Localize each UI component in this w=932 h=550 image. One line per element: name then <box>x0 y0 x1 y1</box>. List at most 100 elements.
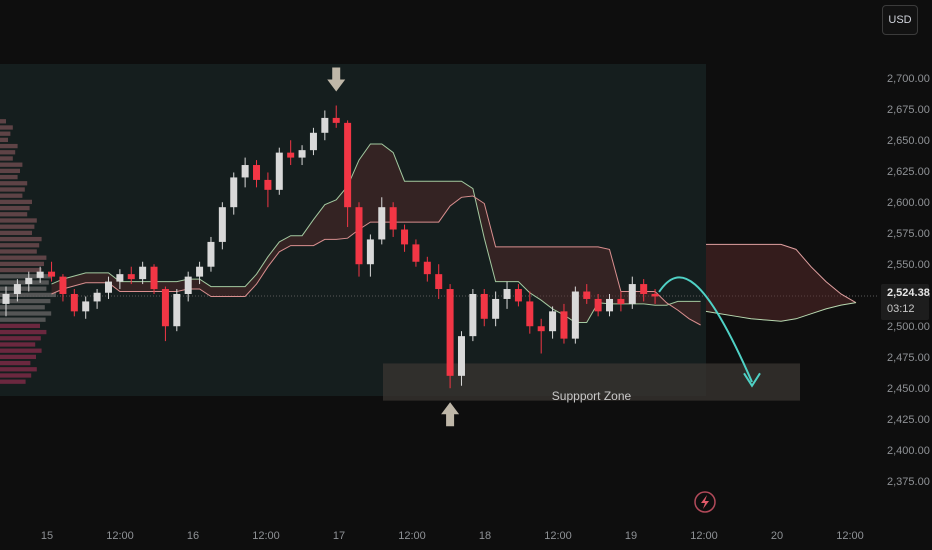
arrow-up-marker-icon <box>441 402 460 427</box>
volume-profile-bar <box>0 280 49 285</box>
volume-profile-bar <box>0 243 40 248</box>
y-tick-label: 2,550.00 <box>887 259 930 271</box>
x-tick-label: 19 <box>625 530 637 542</box>
candle-body <box>184 276 192 294</box>
x-tick-label: 15 <box>41 530 53 542</box>
volume-profile-bar <box>0 150 16 155</box>
candle-body <box>36 271 44 278</box>
volume-profile-bar <box>0 348 42 353</box>
volume-profile-bar <box>0 218 37 223</box>
candle-body <box>116 274 124 282</box>
volume-profile-bar <box>0 119 6 124</box>
volume-profile-bar <box>0 205 30 211</box>
lightning-bolt <box>701 495 709 509</box>
y-tick-label: 2,700.00 <box>887 73 930 85</box>
candle-body <box>2 293 10 304</box>
volume-profile-bar <box>0 267 42 273</box>
future-cloud-lower-line <box>705 302 857 322</box>
candle-body <box>412 244 420 262</box>
candle-body <box>355 207 363 265</box>
y-tick-label: 2,400.00 <box>887 445 930 457</box>
volume-profile-bar <box>0 174 18 180</box>
volume-profile-bar <box>0 125 13 130</box>
candle-body <box>423 261 431 275</box>
candle-body <box>537 326 545 332</box>
candle-body <box>571 291 579 339</box>
currency-button[interactable]: USD <box>882 5 918 35</box>
current-price-label: 2,524.38 <box>887 287 930 299</box>
candle-body <box>82 301 90 312</box>
y-tick-label: 2,625.00 <box>887 166 930 178</box>
volume-profile-bar <box>0 323 40 329</box>
candle-body <box>401 229 409 245</box>
candle-body <box>127 274 135 280</box>
candle-body <box>264 179 272 190</box>
candle-body <box>549 311 557 332</box>
volume-profile-bar <box>0 379 26 384</box>
candle-body <box>446 289 454 376</box>
projection-arrow-icon <box>658 276 753 383</box>
volume-profile-bar <box>0 162 23 167</box>
volume-profile-bar <box>0 336 41 341</box>
volume-profile-bar <box>0 236 42 242</box>
y-tick-label: 2,450.00 <box>887 383 930 395</box>
candle-body <box>275 152 283 190</box>
cloud-span-b-line <box>51 195 701 326</box>
volume-profile-bar <box>0 156 13 161</box>
y-tick-label: 2,650.00 <box>887 135 930 147</box>
y-tick-label: 2,600.00 <box>887 197 930 209</box>
x-tick-label: 12:00 <box>398 530 426 542</box>
range-box <box>0 64 706 396</box>
candle-body <box>435 274 443 290</box>
candle-body <box>287 152 295 158</box>
candle-body <box>298 150 306 158</box>
candle-body <box>606 298 614 312</box>
candle-body <box>480 293 488 319</box>
candle-body <box>253 165 261 180</box>
volume-profile-bar <box>0 305 45 310</box>
candle-body <box>104 281 112 293</box>
candle-body <box>13 284 21 294</box>
volume-profile-bar <box>0 274 52 279</box>
y-tick-label: 2,675.00 <box>887 104 930 116</box>
candle-body <box>93 292 101 302</box>
candle-body <box>161 289 169 327</box>
y-tick-label: 2,500.00 <box>887 321 930 333</box>
candle-body <box>526 301 534 327</box>
x-tick-label: 12:00 <box>106 530 134 542</box>
volume-profile-bar <box>0 298 51 304</box>
volume-profile-bar <box>0 367 37 372</box>
volume-profile-bar <box>0 342 36 347</box>
x-tick-label: 12:00 <box>836 530 864 542</box>
volume-profile-bar <box>0 230 32 236</box>
candle-body <box>70 293 78 312</box>
candle-body <box>321 117 329 133</box>
candle-body <box>48 271 56 277</box>
candle-body <box>25 277 33 285</box>
y-tick-label: 2,575.00 <box>887 228 930 240</box>
x-tick-label: 12:00 <box>252 530 280 542</box>
candle-body <box>344 122 352 208</box>
candle-body <box>457 336 465 376</box>
volume-profile-bar <box>0 360 31 366</box>
candle-body <box>651 293 659 297</box>
x-tick-label: 12:00 <box>690 530 718 542</box>
lightning-circle <box>694 491 716 513</box>
candle-body <box>332 117 340 123</box>
volume-profile-bar <box>0 181 28 186</box>
volume-profile-bar <box>0 329 47 335</box>
candle-body <box>230 177 238 208</box>
volume-profile-bar <box>0 143 18 149</box>
volume-profile-bar <box>0 131 11 136</box>
x-tick-label: 20 <box>771 530 783 542</box>
candle-body <box>594 298 602 312</box>
x-tick-label: 16 <box>187 530 199 542</box>
candle-body <box>218 207 226 242</box>
candle-body <box>628 284 636 304</box>
candle-body <box>366 239 374 265</box>
candle-body <box>207 241 215 267</box>
projection-arrowhead-icon <box>743 372 761 388</box>
candle-body <box>503 289 511 299</box>
